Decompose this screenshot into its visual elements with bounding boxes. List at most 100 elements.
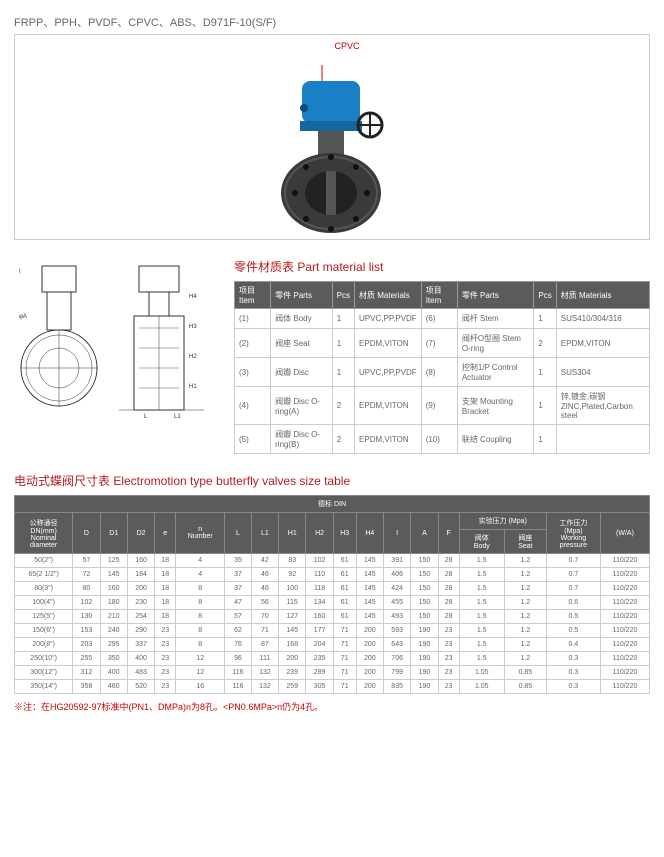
table-cell: 1.05 xyxy=(459,680,504,694)
table-cell: 0.85 xyxy=(504,680,546,694)
table-cell: 593 xyxy=(383,624,410,638)
table-cell: 127 xyxy=(279,610,306,624)
table-cell: 16 xyxy=(176,680,225,694)
table-cell: UPVC,PP,PVDF xyxy=(355,358,422,387)
table-cell: 61 xyxy=(333,596,356,610)
col-header: 公称通径 DN(mm) Nominal diameter xyxy=(15,513,73,554)
table-cell: 23 xyxy=(155,638,176,652)
table-cell: 1 xyxy=(332,329,354,358)
table-row: 350(14")35846052023161161322593057120083… xyxy=(15,680,650,694)
table-cell: 115 xyxy=(279,596,306,610)
table-cell: 92 xyxy=(279,568,306,582)
table-cell: 0.3 xyxy=(546,680,600,694)
table-cell: 255 xyxy=(73,652,100,666)
table-cell: 110/220 xyxy=(600,666,649,680)
table-cell: 28 xyxy=(438,610,459,624)
col-pcs: Pcs xyxy=(332,282,354,309)
table-row: (3)阀瓣 Disc1UPVC,PP,PVDF(8)控制1/P Control … xyxy=(235,358,650,387)
col-header: I xyxy=(383,513,410,554)
table-cell: 1.2 xyxy=(504,610,546,624)
table-cell: 520 xyxy=(127,680,154,694)
table-cell: 204 xyxy=(306,638,333,652)
size-top-header: 德标 DIN xyxy=(15,496,650,513)
table-cell: 0.7 xyxy=(546,568,600,582)
table-cell: 65(2 1/2") xyxy=(15,568,73,582)
table-cell: 0.6 xyxy=(546,596,600,610)
table-cell: 132 xyxy=(251,680,278,694)
table-cell: 250(10") xyxy=(15,652,73,666)
table-cell: 110/220 xyxy=(600,568,649,582)
table-cell: UPVC,PP,PVDF xyxy=(355,309,422,329)
table-cell: 37 xyxy=(225,568,252,582)
table-cell: 111 xyxy=(251,652,278,666)
table-row: 65(2 1/2")721451841843746921106114540615… xyxy=(15,568,650,582)
table-cell: 254 xyxy=(127,610,154,624)
table-cell: 160 xyxy=(100,582,127,596)
cpvc-label: CPVC xyxy=(334,41,359,51)
table-cell: 70 xyxy=(251,610,278,624)
table-cell: 0.3 xyxy=(546,652,600,666)
col-wa: (W/A) xyxy=(600,513,649,554)
table-cell: 23 xyxy=(438,680,459,694)
table-cell: 180 xyxy=(100,596,127,610)
table-cell: 200 xyxy=(279,652,306,666)
table-cell: 23 xyxy=(155,666,176,680)
table-cell: 150 xyxy=(411,596,438,610)
table-cell: 57 xyxy=(225,610,252,624)
col-sub: 阀体 Body xyxy=(459,530,504,554)
table-cell: 177 xyxy=(306,624,333,638)
table-cell: 71 xyxy=(333,652,356,666)
table-cell: EPDM,VITON xyxy=(355,425,422,454)
table-row: 50(2")5712516018435428310261145391150281… xyxy=(15,554,650,568)
table-cell: 100(4") xyxy=(15,596,73,610)
table-cell: 145 xyxy=(356,582,383,596)
svg-text:H4: H4 xyxy=(189,294,197,300)
table-cell: 8 xyxy=(176,638,225,652)
table-cell: 145 xyxy=(279,624,306,638)
table-cell: 37 xyxy=(225,582,252,596)
table-cell: 150 xyxy=(411,568,438,582)
col-header: L xyxy=(225,513,252,554)
table-cell: (9) xyxy=(421,387,457,425)
table-cell: 0.4 xyxy=(546,638,600,652)
table-cell: 145 xyxy=(100,568,127,582)
table-cell: 57 xyxy=(73,554,100,568)
table-cell: 358 xyxy=(73,680,100,694)
table-cell: 200 xyxy=(356,652,383,666)
table-cell: 145 xyxy=(356,568,383,582)
table-cell: 400 xyxy=(100,666,127,680)
svg-text:H1: H1 xyxy=(189,384,197,390)
col-header: F xyxy=(438,513,459,554)
table-cell: 1.2 xyxy=(504,638,546,652)
product-image-box: CPVC xyxy=(14,34,650,240)
table-cell: 1.2 xyxy=(504,624,546,638)
table-cell: 1.2 xyxy=(504,652,546,666)
table-cell: (4) xyxy=(235,387,271,425)
table-cell: 110/220 xyxy=(600,652,649,666)
table-cell: 1.5 xyxy=(459,554,504,568)
table-row: 200(8")203295337238768716820471200643190… xyxy=(15,638,650,652)
table-cell: 1 xyxy=(534,425,556,454)
table-cell: 1 xyxy=(332,309,354,329)
table-cell: EPDM,VITON xyxy=(355,387,422,425)
table-cell: 61 xyxy=(333,554,356,568)
table-cell: 71 xyxy=(251,624,278,638)
technical-schematic: φA I H4 H3 H2 H1 L L1 xyxy=(14,258,224,418)
table-cell: 110/220 xyxy=(600,610,649,624)
table-cell: 1 xyxy=(534,387,556,425)
svg-text:L: L xyxy=(144,414,148,418)
table-row: (1)阀体 Body1UPVC,PP,PVDF(6)阀杆 Stem1SUS410… xyxy=(235,309,650,329)
table-cell: 23 xyxy=(155,652,176,666)
table-row: 125(5")130210254188577012716061145493150… xyxy=(15,610,650,624)
table-cell: 337 xyxy=(127,638,154,652)
table-cell: 132 xyxy=(251,666,278,680)
table-cell: 643 xyxy=(383,638,410,652)
table-cell: 阀杆O型圈 Stem O-ring xyxy=(457,329,534,358)
table-cell: 4 xyxy=(176,554,225,568)
table-cell: 1 xyxy=(332,358,354,387)
table-cell: 46 xyxy=(251,568,278,582)
size-table: 德标 DIN 公称通径 DN(mm) Nominal diameterDD1D2… xyxy=(14,495,650,694)
table-cell: 1.5 xyxy=(459,652,504,666)
table-cell: 150 xyxy=(411,610,438,624)
table-cell: EPDM,VITON xyxy=(556,329,649,358)
